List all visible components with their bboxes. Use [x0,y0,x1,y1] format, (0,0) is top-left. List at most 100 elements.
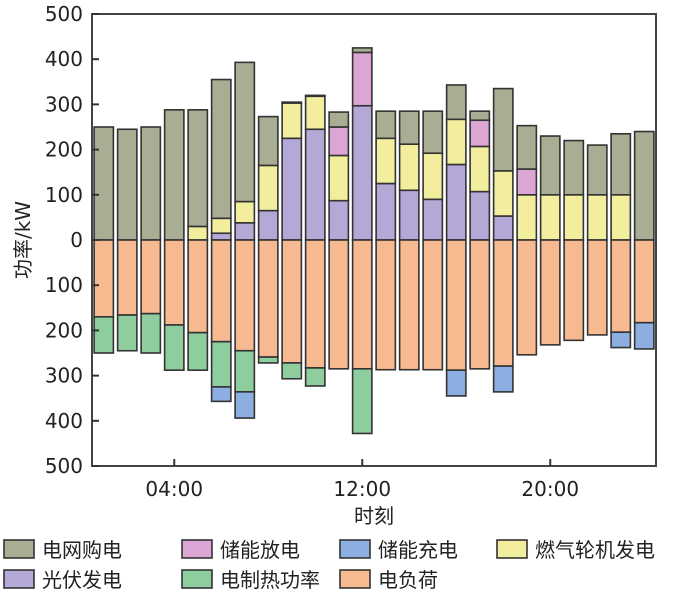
legend-swatch [3,569,35,589]
bar-segment [469,110,491,122]
y-axis: 500 400 300 200 100 0 100 200 300 400 500 [45,2,99,478]
bar-segment [281,137,303,241]
bar-segment [234,61,256,203]
bar-segment [398,239,420,371]
bar-segment [234,200,256,224]
y-tick-label: 200 [45,138,83,162]
bar-segment [469,239,491,370]
bar-segment [351,104,373,241]
bar-segment [328,199,350,241]
bar-segment [210,78,232,220]
legend-label: 电制热功率 [220,568,320,592]
y-tick-label: 100 [45,183,83,207]
bar-segment [281,362,303,380]
bar-segment [351,368,373,435]
bar-segment [375,137,397,185]
bar-segment [375,182,397,241]
legend-label: 光伏发电 [42,568,122,592]
y-tick-label: 300 [45,364,83,388]
bar-segment [257,115,279,167]
bar-segment [633,130,655,241]
bar-segment [187,331,209,371]
bar-segment [257,209,279,241]
bar-segment [210,239,232,343]
bar-segment [304,239,326,369]
y-tick-label: 500 [45,454,83,478]
bar-segment [281,239,303,364]
legend-label: 电网购电 [42,538,122,562]
bar-segment [469,119,491,148]
bar-segment [469,145,491,193]
legend-swatch [181,539,213,559]
bar-segment [351,239,373,370]
bar-segment [210,386,232,403]
bar-segment [163,109,185,241]
x-tick-label: 04:00 [145,477,203,501]
bar-segment [492,239,514,367]
bar-segment [516,194,538,241]
bar-segment [304,94,326,98]
bar-segment [140,312,162,354]
bar-segment [422,198,444,241]
bar-segment [234,349,256,393]
bar-segment [516,239,538,356]
legend-swatch [339,539,371,559]
bar-segment [445,239,467,371]
bar-segment [633,321,655,350]
bar-segment [328,126,350,157]
legend-label: 储能放电 [220,538,300,562]
bar-segment [304,128,326,241]
bar-segment [375,110,397,140]
bar-segment [610,132,632,196]
bar-segment [422,239,444,371]
legend-swatch [339,569,371,589]
legend-label: 储能充电 [378,538,458,562]
bar-segment [210,217,232,235]
bar-segment [539,194,561,241]
bar-segment [539,135,561,196]
bar-segment [116,314,138,352]
bar-segment [351,51,373,107]
bar-segment [140,239,162,315]
legend-swatch [3,539,35,559]
bar-segment [304,95,326,131]
y-tick-label: 200 [45,318,83,342]
bar-segment [210,340,232,388]
bar-segment [187,239,209,334]
bar-segment [610,239,632,334]
bar-segment [328,154,350,202]
bar-segment [281,102,303,140]
y-tick-label: 300 [45,92,83,116]
bars [93,47,655,435]
bar-segment [375,239,397,371]
bar-segment [116,239,138,316]
bar-segment [398,110,420,145]
bar-segment [328,111,350,128]
bar-segment [445,118,467,166]
legend-swatch [181,569,213,589]
bar-segment [328,239,350,370]
y-axis-label: 功率/kW [11,201,35,279]
x-tick-label: 20:00 [521,477,579,501]
bar-segment [257,164,279,212]
bar-segment [422,110,444,155]
bar-segment [445,369,467,397]
bar-segment [492,87,514,172]
bar-segment [234,239,256,352]
bar-segment [492,365,514,393]
bar-segment [469,190,491,241]
bar-segment [516,168,538,196]
bar-segment [445,84,467,121]
bar-segment [610,194,632,241]
x-tick-label: 12:00 [333,477,391,501]
y-tick-label: 0 [70,228,83,252]
bar-segment [563,139,585,196]
bar-segment [234,222,256,241]
bar-segment [516,124,538,170]
bar-segment [586,239,608,336]
bar-segment [422,152,444,201]
bar-segment [140,126,162,241]
bar-segment [257,239,279,358]
bar-segment [563,194,585,241]
bar-segment [398,189,420,241]
